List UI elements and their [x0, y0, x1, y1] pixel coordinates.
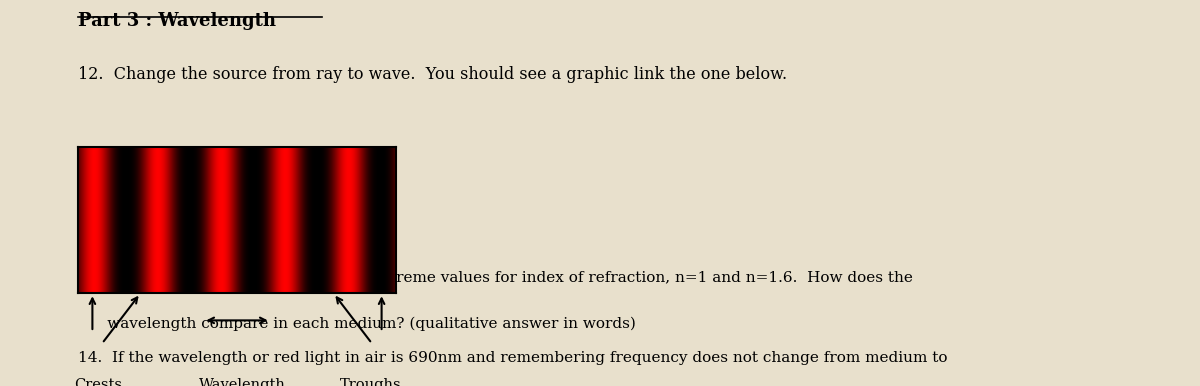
Text: 12.  Change the source from ray to wave.  You should see a graphic link the one : 12. Change the source from ray to wave. … — [78, 66, 787, 83]
Text: Troughs: Troughs — [340, 378, 401, 386]
Text: Wavelength: Wavelength — [199, 378, 286, 386]
Text: 14.  If the wavelength or red light in air is 690nm and remembering frequency do: 14. If the wavelength or red light in ai… — [78, 351, 948, 365]
Text: wavelength compare in each medium? (qualitative answer in words): wavelength compare in each medium? (qual… — [78, 317, 636, 331]
Text: Crests: Crests — [74, 378, 122, 386]
Text: Part 3 : Wavelength: Part 3 : Wavelength — [78, 12, 276, 30]
Text: 13.  Set the two mediums to the most extreme values for index of refraction, n=1: 13. Set the two mediums to the most extr… — [78, 270, 913, 284]
